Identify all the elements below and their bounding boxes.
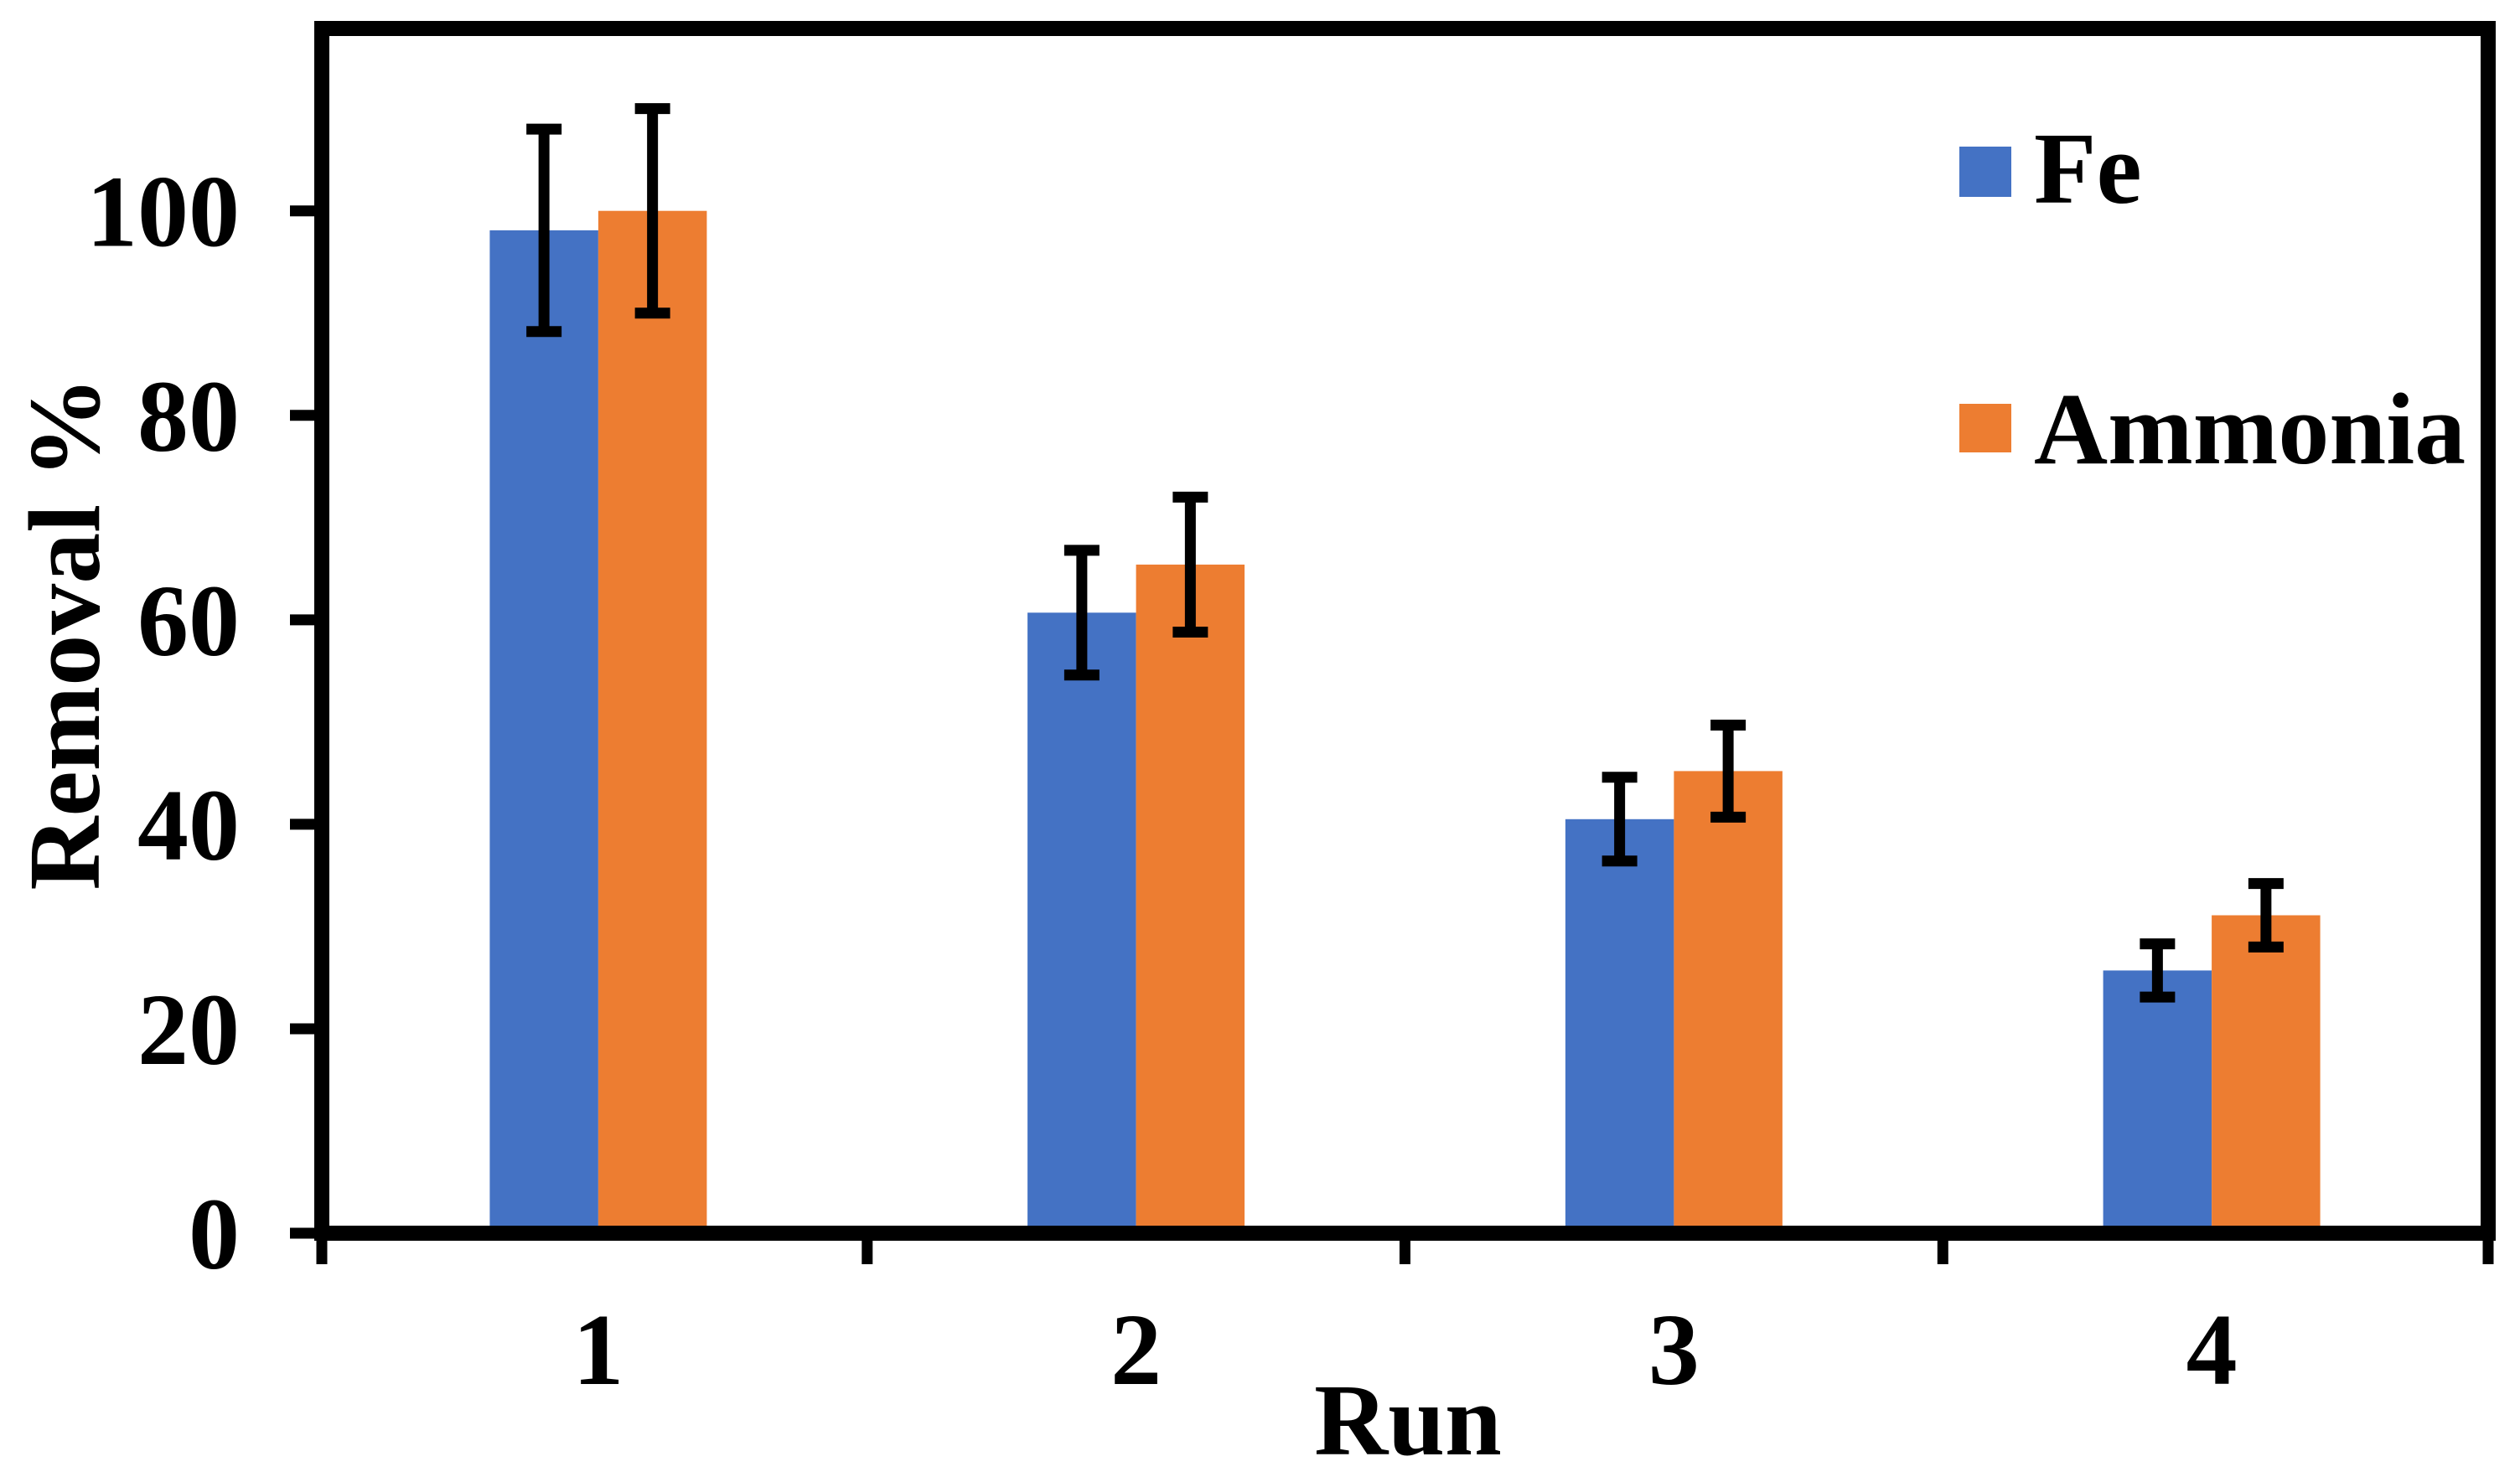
x-axis-title: Run — [1314, 1364, 1502, 1477]
legend-label-fe: Fe — [2034, 112, 2142, 225]
bars-layer — [489, 210, 2321, 1234]
legend-item-ammonia: Ammonia — [1959, 373, 2466, 486]
y-axis-tick-labels: 0 20 40 60 80 100 — [86, 156, 240, 1291]
bar-ammonia-run-4 — [2212, 915, 2321, 1233]
legend-swatch-fe — [1959, 147, 2011, 197]
error-bar-fe-run-4 — [2140, 938, 2176, 1003]
x-tick-label-2: 2 — [1110, 1294, 1162, 1407]
y-tick-label-80: 80 — [137, 360, 240, 473]
bar-fe-run-4 — [2103, 970, 2212, 1233]
legend-item-fe: Fe — [1959, 112, 2142, 225]
error-bar-fe-run-1 — [526, 123, 562, 338]
legend-label-ammonia: Ammonia — [2034, 373, 2466, 486]
error-bars-layer — [526, 103, 2284, 1003]
y-tick-label-60: 60 — [137, 565, 240, 678]
bar-fe-run-3 — [1565, 819, 1674, 1233]
y-tick-label-40: 40 — [137, 769, 240, 882]
error-bar-fe-run-3 — [1602, 772, 1638, 867]
x-axis-ticks — [316, 1233, 2494, 1264]
bar-fe-run-2 — [1027, 612, 1136, 1233]
error-bar-fe-run-2 — [1063, 545, 1100, 681]
bar-ammonia-run-1 — [598, 210, 707, 1234]
x-tick-label-1: 1 — [572, 1294, 624, 1407]
bar-ammonia-run-2 — [1136, 564, 1245, 1233]
y-tick-label-20: 20 — [137, 973, 240, 1087]
legend: Fe Ammonia — [1959, 112, 2466, 486]
error-bar-ammonia-run-1 — [634, 103, 670, 319]
y-tick-label-0: 0 — [189, 1178, 240, 1291]
error-bar-ammonia-run-4 — [2248, 878, 2284, 953]
y-tick-label-100: 100 — [86, 156, 240, 269]
x-tick-label-4: 4 — [2186, 1294, 2238, 1407]
x-tick-label-3: 3 — [1648, 1294, 1700, 1407]
bar-fe-run-1 — [489, 230, 598, 1233]
legend-swatch-ammonia — [1959, 404, 2011, 452]
bar-ammonia-run-3 — [1674, 771, 1783, 1233]
error-bar-ammonia-run-2 — [1172, 491, 1208, 638]
x-axis-tick-labels: 1 2 3 4 — [572, 1294, 2237, 1407]
error-bar-ammonia-run-3 — [1710, 720, 1746, 823]
y-axis-title: Removal % — [8, 376, 122, 890]
